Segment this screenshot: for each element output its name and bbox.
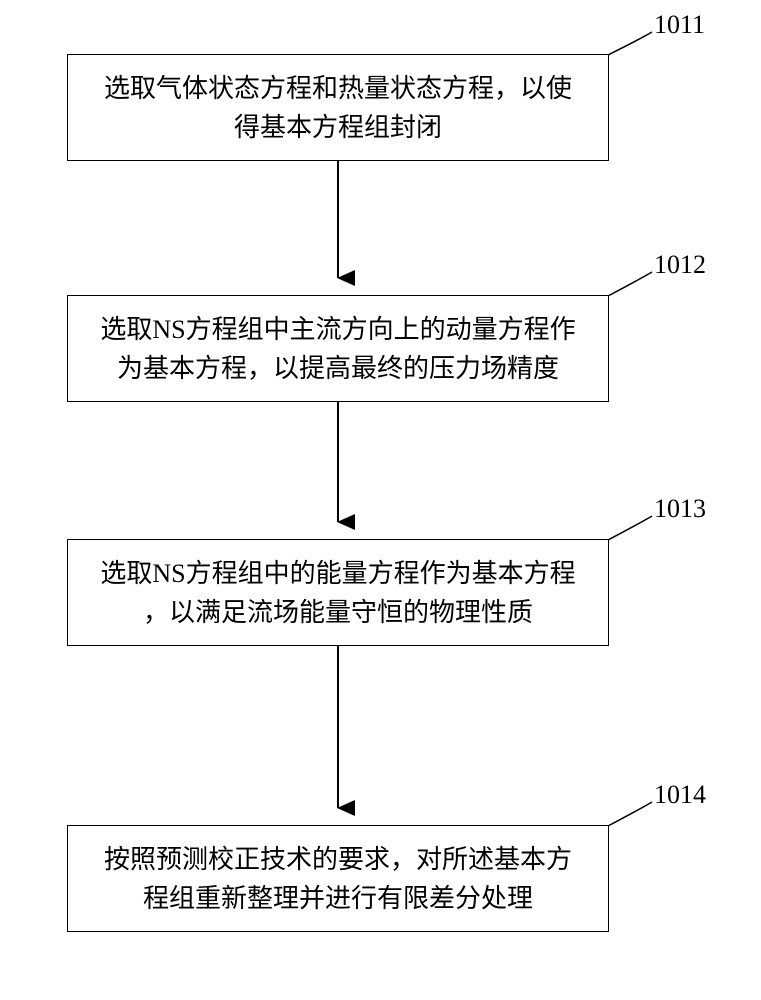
callout-label-n4: 1014	[654, 780, 706, 810]
flow-step-n4: 按照预测校正技术的要求，对所述基本方 程组重新整理并进行有限差分处理	[68, 826, 608, 931]
flow-step-text: 按照预测校正技术的要求，对所述基本方 程组重新整理并进行有限差分处理	[104, 840, 572, 918]
callout-label-n3: 1013	[654, 494, 706, 524]
flow-step-n3: 选取NS方程组中的能量方程作为基本方程 ，以满足流场能量守恒的物理性质	[68, 540, 608, 645]
callout-label-n2: 1012	[654, 250, 706, 280]
flow-step-text: 选取NS方程组中的能量方程作为基本方程 ，以满足流场能量守恒的物理性质	[100, 554, 575, 632]
flow-step-n2: 选取NS方程组中主流方向上的动量方程作 为基本方程，以提高最终的压力场精度	[68, 296, 608, 401]
flow-step-text: 选取气体状态方程和热量状态方程，以使 得基本方程组封闭	[104, 69, 572, 147]
flow-step-text: 选取NS方程组中主流方向上的动量方程作 为基本方程，以提高最终的压力场精度	[100, 310, 575, 388]
callout-label-n1: 1011	[654, 10, 705, 40]
flow-step-n1: 选取气体状态方程和热量状态方程，以使 得基本方程组封闭	[68, 55, 608, 160]
